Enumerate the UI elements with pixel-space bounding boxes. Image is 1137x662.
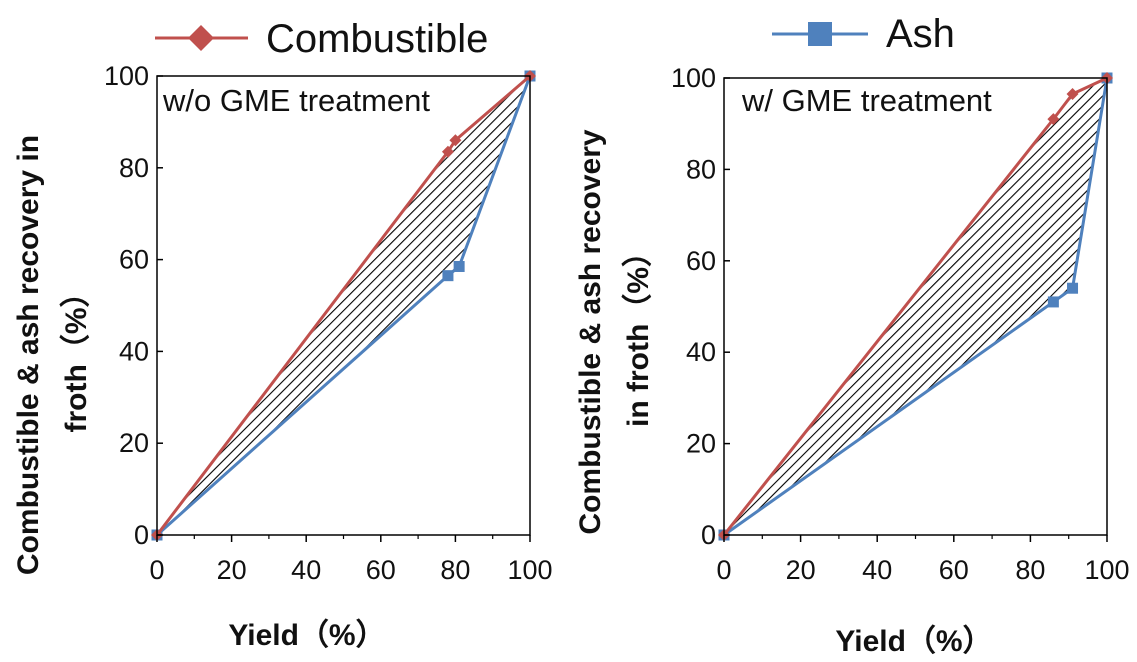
x-tick-label: 80 [440,555,470,585]
x-axis-title: Yield（%） [228,618,385,652]
series-line-ash [723,77,1109,537]
y-tick-label: 0 [134,520,149,550]
series-line-ash [156,75,532,537]
y-tick-label: 60 [119,245,149,275]
y-tick-label: 80 [686,154,716,184]
y-axis-title-line-2: in froth（%） [621,237,655,427]
y-tick-label: 40 [119,336,149,366]
data-point-ash [442,270,454,282]
x-tick-label: 20 [217,555,247,585]
x-tick-label: 40 [291,555,321,585]
data-point-combustible [1047,113,1060,126]
plot-layer [718,72,1113,541]
y-tick-label: 60 [686,246,716,276]
legend: Combustible Ash [155,12,955,61]
y-tick-label: 100 [671,63,716,93]
x-axis-title: Yield（%） [835,624,992,658]
series-line-combustible [155,74,531,536]
data-point-combustible [449,134,462,147]
legend-marker-square [808,22,832,46]
data-point-combustible [441,145,454,158]
x-tick-label: 60 [939,555,969,585]
x-axis-ticks: 0 20 40 60 80 100 [149,535,553,585]
y-tick-label: 20 [119,428,149,458]
x-tick-label: 60 [366,555,396,585]
legend-marker-diamond [188,25,214,51]
chart-panel-with-gme: w/ GME treatment 0 20 40 60 80 100 0 20 40 60 80 1… [574,63,1130,658]
panel-label: w/ GME treatment [741,83,992,118]
x-tick-label: 0 [716,555,731,585]
data-point-ash [1047,296,1059,308]
y-tick-label: 100 [104,61,149,91]
x-tick-label: 80 [1015,555,1045,585]
legend-item-ash: Ash [772,12,955,56]
y-tick-label: 40 [686,337,716,367]
series-line-combustible [722,76,1108,536]
hatched-area [157,76,530,535]
data-point-ash [1067,282,1079,294]
y-tick-label: 0 [701,520,716,550]
x-tick-label: 0 [149,555,164,585]
x-tick-label: 100 [507,555,552,585]
y-tick-label: 20 [686,429,716,459]
legend-label-combustible: Combustible [266,17,488,61]
y-axis-title-line-1: Combustible & ash recovery [574,129,607,534]
y-axis-title-line-1: Combustible & ash recovery in [12,135,45,575]
y-axis-ticks: 0 20 40 60 80 100 [671,63,730,550]
x-tick-label: 20 [786,555,816,585]
x-axis-ticks: 0 20 40 60 80 100 [716,535,1130,585]
y-axis-title-line-2: froth（%） [59,278,93,433]
x-tick-label: 100 [1084,555,1129,585]
legend-label-ash: Ash [886,12,955,56]
y-axis-ticks: 0 20 40 60 80 100 [104,61,163,550]
data-point-combustible [1066,87,1079,100]
legend-item-combustible: Combustible [155,17,488,61]
x-tick-label: 40 [862,555,892,585]
panel-label: w/o GME treatment [162,83,430,118]
plot-layer [151,70,536,541]
data-point-ash [453,260,465,272]
hatched-area [724,78,1107,535]
y-tick-label: 80 [119,153,149,183]
chart-panel-without-gme: w/o GME treatment 0 20 40 60 80 100 0 20 40 60 80… [12,61,553,652]
